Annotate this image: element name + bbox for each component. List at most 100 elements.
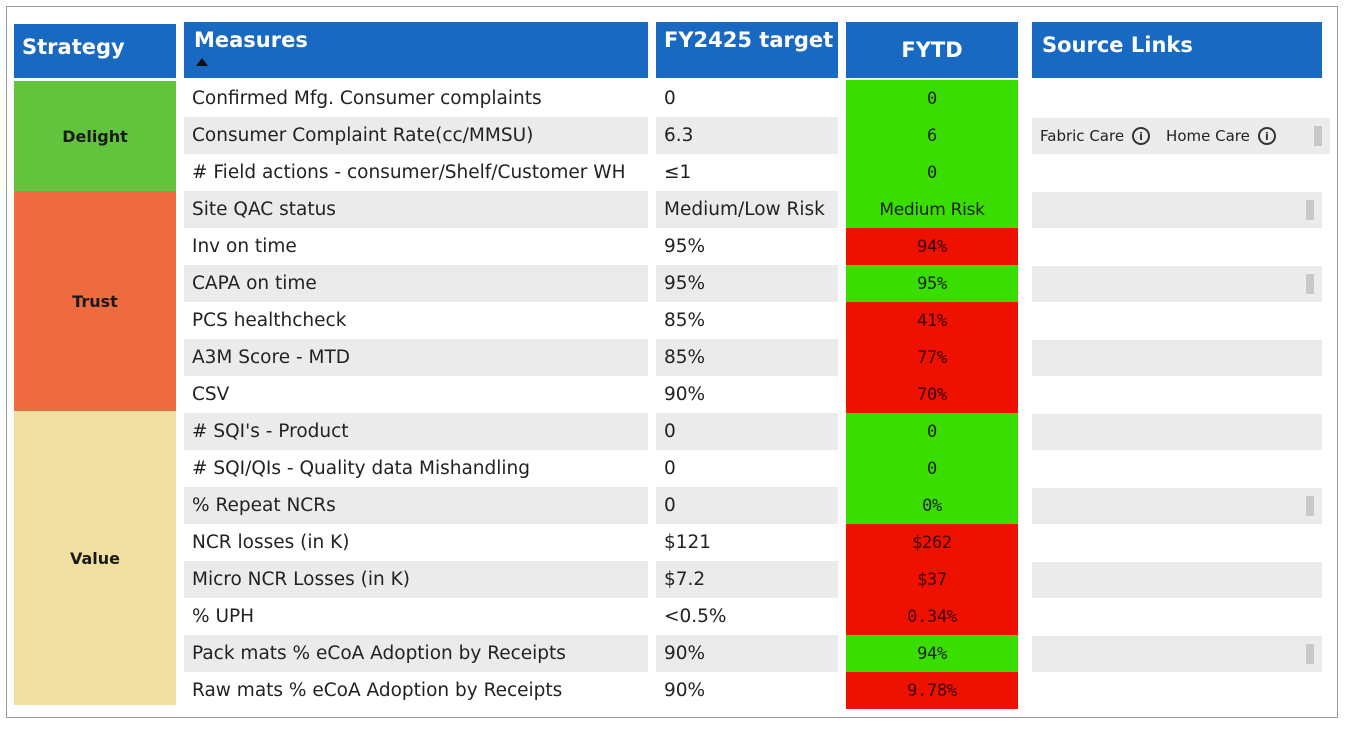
header-source-links: Source Links (1032, 22, 1322, 78)
scrollbar-thumb[interactable] (1306, 644, 1314, 664)
target-cell: 0 (656, 413, 838, 450)
measure-cell: Micro NCR Losses (in K) (184, 561, 648, 598)
header-strategy: Strategy (14, 24, 176, 78)
measure-cell: CAPA on time (184, 265, 648, 302)
header-source-links-label: Source Links (1042, 33, 1193, 57)
fytd-cell: $37 (846, 561, 1018, 598)
source-links-placeholder (1032, 636, 1322, 672)
table-row: CSV 90% 70% (184, 376, 1018, 413)
fytd-value: 0 (927, 458, 937, 479)
target-cell: 90% (656, 635, 838, 672)
measure-cell: A3M Score - MTD (184, 339, 648, 376)
target-cell: 90% (664, 384, 706, 405)
header-target[interactable]: FY2425 target (656, 22, 838, 78)
table-row: Confirmed Mfg. Consumer complaints 0 0 (184, 80, 1018, 117)
target-cell: 95% (664, 236, 706, 257)
fytd-cell: 6 (846, 117, 1018, 154)
table-row: NCR losses (in K) $121 $262 (184, 524, 1018, 561)
measure-cell: # SQI's - Product (184, 413, 648, 450)
fytd-value: $262 (912, 532, 952, 553)
fytd-value: 0 (927, 421, 937, 442)
header-fytd[interactable]: FYTD (846, 22, 1018, 78)
target-cell: 0 (664, 458, 676, 479)
source-links-placeholder (1032, 192, 1322, 228)
fytd-cell: Medium Risk (846, 191, 1018, 228)
header-fytd-label: FYTD (901, 38, 963, 62)
fytd-cell: 9.78% (846, 672, 1018, 709)
measure-cell: Inv on time (192, 236, 297, 257)
source-links-placeholder (1032, 562, 1322, 598)
fytd-value: 0 (927, 162, 937, 183)
home-care-link[interactable]: Home Care (1166, 127, 1250, 145)
fytd-value: 0% (922, 495, 942, 516)
scrollbar-thumb[interactable] (1306, 274, 1314, 294)
target-cell: $7.2 (656, 561, 838, 598)
header-target-label: FY2425 target (664, 28, 834, 52)
info-icon[interactable]: i (1132, 127, 1151, 145)
fytd-value: 0.34% (907, 606, 957, 627)
fytd-cell: 77% (846, 339, 1018, 376)
target-cell: 6.3 (656, 117, 838, 154)
fytd-cell: 94% (846, 228, 1018, 265)
fytd-cell: 95% (846, 265, 1018, 302)
fytd-cell: 0 (846, 80, 1018, 117)
header-measures-label: Measures (194, 28, 308, 52)
strategy-trust: Trust (14, 191, 176, 411)
fytd-value: 77% (917, 347, 947, 368)
measure-cell: # SQI/QIs - Quality data Mishandling (192, 458, 531, 479)
target-cell: 85% (656, 339, 838, 376)
sort-ascending-icon[interactable] (196, 58, 208, 66)
fytd-cell: 0 (846, 154, 1018, 191)
fytd-value: 6 (927, 125, 937, 146)
fytd-value: Medium Risk (879, 199, 985, 220)
table-row: # Field actions - consumer/Shelf/Custome… (184, 154, 1018, 191)
fytd-cell: 0% (846, 487, 1018, 524)
measure-cell: PCS healthcheck (192, 310, 347, 331)
fytd-cell: 41% (846, 302, 1018, 339)
table-row: Raw mats % eCoA Adoption by Receipts 90%… (184, 672, 1018, 709)
measure-cell: Consumer Complaint Rate(cc/MMSU) (184, 117, 648, 154)
target-cell: Medium/Low Risk (656, 191, 838, 228)
table-row: Inv on time 95% 94% (184, 228, 1018, 265)
table-row: # SQI's - Product 0 0 (184, 413, 1018, 450)
scrollbar-thumb[interactable] (1314, 126, 1322, 146)
fabric-care-link[interactable]: Fabric Care (1040, 127, 1125, 145)
measure-cell: NCR losses (in K) (192, 532, 350, 553)
scrollbar-thumb[interactable] (1306, 496, 1314, 516)
fytd-cell: 94% (846, 635, 1018, 672)
fytd-cell: 70% (846, 376, 1018, 413)
measure-cell: Site QAC status (184, 191, 648, 228)
measure-cell: Raw mats % eCoA Adoption by Receipts (192, 680, 563, 701)
table-row: % Repeat NCRs 0 0% (184, 487, 1018, 524)
fytd-cell: $262 (846, 524, 1018, 561)
info-icon[interactable]: i (1257, 127, 1276, 145)
source-links-placeholder (1032, 414, 1322, 450)
strategy-value-label: Value (69, 548, 121, 568)
target-cell: 95% (656, 265, 838, 302)
target-cell: 0 (664, 88, 676, 109)
measure-cell: % UPH (192, 606, 255, 627)
table-row: PCS healthcheck 85% 41% (184, 302, 1018, 339)
fytd-value: 70% (917, 384, 947, 405)
strategy-delight: Delight (14, 81, 176, 191)
fytd-cell: 0 (846, 450, 1018, 487)
target-cell: $121 (664, 532, 712, 553)
fytd-value: 94% (917, 236, 947, 257)
scrollbar-thumb[interactable] (1306, 200, 1314, 220)
table-row: Pack mats % eCoA Adoption by Receipts 90… (184, 635, 1018, 672)
header-strategy-label: Strategy (22, 35, 125, 59)
strategy-delight-label: Delight (62, 126, 128, 146)
table-row: # SQI/QIs - Quality data Mishandling 0 0 (184, 450, 1018, 487)
source-links-placeholder (1032, 340, 1322, 376)
fytd-cell: 0.34% (846, 598, 1018, 635)
table-row: Consumer Complaint Rate(cc/MMSU) 6.3 6 (184, 117, 1018, 154)
header-measures[interactable]: Measures (184, 22, 648, 78)
measure-cell: Pack mats % eCoA Adoption by Receipts (184, 635, 648, 672)
target-cell: 90% (664, 680, 706, 701)
target-cell: <0.5% (664, 606, 727, 627)
table-row: Micro NCR Losses (in K) $7.2 $37 (184, 561, 1018, 598)
measure-cell: % Repeat NCRs (184, 487, 648, 524)
fytd-cell: 0 (846, 413, 1018, 450)
fytd-value: 94% (917, 643, 947, 664)
source-links-placeholder (1032, 266, 1322, 302)
